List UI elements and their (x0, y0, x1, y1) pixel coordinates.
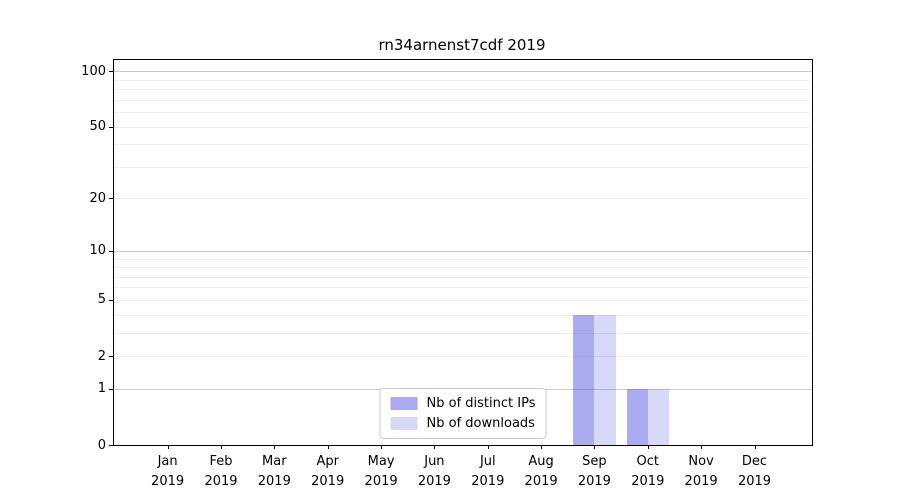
minor-gridline (114, 112, 812, 113)
legend: Nb of distinct IPs Nb of downloads (379, 388, 547, 439)
major-gridline (114, 250, 812, 252)
x-tick-year: 2019 (364, 473, 398, 489)
x-tick-label: Sep 2019 (554, 452, 634, 491)
x-tick-mark (541, 445, 543, 449)
x-tick-month: Sep (582, 454, 607, 469)
legend-label-distinct-ips: Nb of distinct IPs (426, 396, 536, 411)
x-tick-year: 2019 (311, 473, 345, 489)
x-tick-month: Dec (741, 454, 768, 469)
x-tick-month: Jul (479, 454, 496, 469)
minor-gridline (114, 332, 812, 334)
minor-gridline (114, 99, 812, 101)
x-tick-label: Apr 2019 (288, 452, 368, 491)
minor-gridline (114, 198, 812, 200)
y-tick-mark (109, 198, 113, 200)
x-tick-label: Mar 2019 (234, 452, 314, 491)
y-tick-label: 50 (89, 119, 106, 134)
x-tick-year: 2019 (417, 473, 451, 489)
x-tick-label: Jul 2019 (448, 452, 528, 491)
x-tick-mark (594, 445, 596, 449)
x-tick-mark (754, 445, 756, 449)
minor-gridline (114, 166, 812, 168)
bar-oct-distinct-ips (626, 388, 648, 445)
minor-gridline (114, 356, 812, 357)
y-tick-mark (109, 356, 113, 357)
x-tick-month: Mar (262, 454, 287, 469)
x-tick-mark (274, 445, 276, 449)
x-tick-label: Jan 2019 (128, 452, 208, 491)
minor-gridline (114, 314, 812, 316)
x-tick-month: Jan (157, 454, 178, 469)
x-tick-label: Dec 2019 (715, 452, 795, 491)
legend-swatch-downloads (390, 417, 418, 430)
legend-entry-downloads: Nb of downloads (390, 416, 536, 431)
y-tick-mark (109, 250, 113, 252)
x-tick-year: 2019 (151, 473, 185, 489)
x-tick-month: Nov (688, 454, 714, 469)
x-tick-year: 2019 (684, 473, 718, 489)
x-tick-year: 2019 (257, 473, 291, 489)
y-tick-mark (109, 126, 113, 128)
chart-title: rn34arnenst7cdf 2019 (378, 36, 546, 54)
x-tick-month: May (367, 454, 395, 469)
x-tick-month: Aug (528, 454, 554, 469)
y-tick-label: 20 (89, 190, 106, 206)
bar-sep-downloads (594, 314, 616, 445)
legend-entry-distinct-ips: Nb of distinct IPs (390, 396, 536, 411)
x-tick-month: Apr (316, 454, 339, 469)
legend-swatch-distinct-ips (390, 397, 418, 410)
minor-gridline (114, 299, 812, 301)
plot-area: 0 1 2 5 10 20 50 100 Jan 2019 Feb 2019 Mar 2019 Apr 20… (81, 59, 813, 489)
minor-gridline (114, 79, 812, 81)
y-tick-mark (109, 299, 113, 301)
minor-gridline (114, 287, 812, 289)
x-tick-label: Jun 2019 (394, 452, 474, 491)
y-tick-mark (109, 445, 113, 446)
x-tick-year: 2019 (631, 473, 665, 489)
x-tick-month: Oct (636, 454, 660, 469)
x-tick-label: Aug 2019 (501, 452, 581, 491)
x-tick-mark (381, 445, 383, 449)
x-tick-label: Nov 2019 (661, 452, 741, 491)
x-tick-mark (487, 445, 489, 449)
major-gridline (114, 71, 812, 73)
x-tick-month: Jun (424, 454, 445, 469)
y-tick-label: 100 (81, 63, 106, 79)
x-tick-mark (647, 445, 649, 449)
x-tick-year: 2019 (204, 473, 238, 489)
minor-gridline (114, 267, 812, 268)
y-tick-mark (109, 388, 113, 390)
x-tick-label: Oct 2019 (608, 452, 688, 491)
x-tick-year: 2019 (737, 473, 772, 489)
bar-sep-distinct-ips (573, 314, 595, 445)
x-tick-mark (327, 445, 329, 449)
minor-gridline (114, 276, 812, 278)
legend-label-downloads: Nb of downloads (426, 416, 535, 431)
x-tick-label: May 2019 (341, 452, 421, 491)
y-tick-label: 2 (97, 348, 106, 364)
y-tick-label: 10 (89, 243, 106, 259)
x-tick-mark (701, 445, 703, 449)
minor-gridline (114, 126, 812, 128)
x-tick-mark (167, 445, 169, 449)
x-tick-month: Feb (209, 454, 233, 469)
x-tick-mark (221, 445, 222, 449)
x-tick-year: 2019 (524, 473, 558, 489)
x-tick-year: 2019 (471, 473, 505, 489)
minor-gridline (114, 258, 812, 260)
y-tick-label: 0 (97, 437, 106, 453)
minor-gridline (114, 89, 812, 90)
x-tick-label: Feb 2019 (181, 452, 261, 491)
x-tick-year: 2019 (577, 473, 611, 489)
bar-oct-downloads (647, 388, 670, 445)
y-tick-mark (109, 71, 113, 73)
x-tick-mark (434, 445, 436, 449)
y-tick-label: 1 (97, 381, 106, 397)
minor-gridline (114, 144, 812, 146)
y-tick-label: 5 (97, 292, 106, 308)
